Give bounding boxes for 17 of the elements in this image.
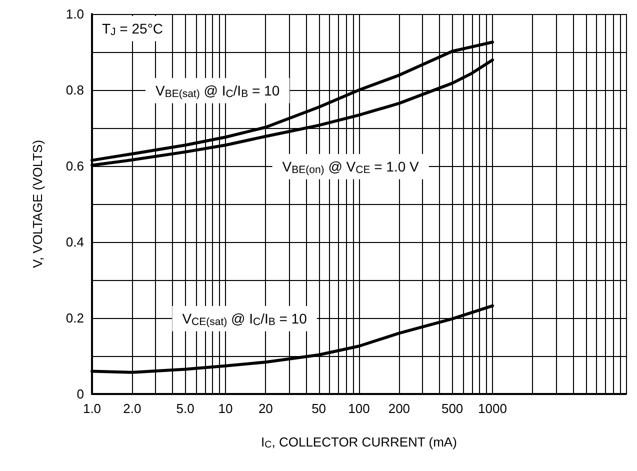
x-tick-label: 5.0 bbox=[176, 401, 194, 416]
x-tick-label: 2.0 bbox=[123, 401, 142, 416]
y-tick-label: 1.0 bbox=[66, 6, 84, 22]
y-tick-label: 0.6 bbox=[66, 158, 84, 174]
x-tick-label: 50 bbox=[312, 401, 326, 416]
y-tick-label: 0.4 bbox=[66, 234, 84, 250]
y-tick-label: 0 bbox=[76, 386, 84, 402]
x-tick-label: 100 bbox=[348, 401, 370, 416]
x-tick-label: 1.0 bbox=[82, 401, 102, 416]
x-tick-label: 200 bbox=[388, 401, 410, 416]
y-tick-label: 0.2 bbox=[66, 310, 84, 326]
x-tick-label: 10 bbox=[218, 401, 233, 416]
x-tick-label: 1000 bbox=[478, 401, 507, 416]
x-tick-label: 20 bbox=[258, 401, 273, 416]
x-tick-label: 500 bbox=[441, 401, 464, 416]
y-tick-label: 0.8 bbox=[66, 82, 84, 98]
y-axis-title: V, VOLTAGE (VOLTS) bbox=[30, 140, 45, 268]
